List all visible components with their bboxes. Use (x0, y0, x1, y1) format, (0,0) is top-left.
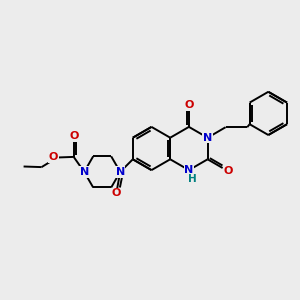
Text: H: H (188, 174, 197, 184)
Text: N: N (80, 167, 89, 177)
Text: O: O (223, 166, 233, 176)
Text: O: O (49, 152, 58, 163)
Text: O: O (184, 100, 194, 110)
Text: O: O (112, 188, 121, 198)
Text: N: N (203, 133, 212, 143)
Text: O: O (69, 131, 78, 141)
Text: N: N (184, 165, 194, 175)
Text: N: N (116, 167, 125, 177)
